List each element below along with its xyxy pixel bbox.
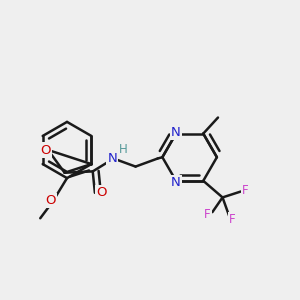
Text: F: F <box>229 213 235 226</box>
Text: O: O <box>40 143 51 157</box>
Text: F: F <box>242 184 249 197</box>
Text: F: F <box>204 208 211 221</box>
Text: O: O <box>96 186 107 199</box>
Text: H: H <box>118 143 127 156</box>
Text: O: O <box>46 194 56 207</box>
Text: N: N <box>107 152 117 164</box>
Text: N: N <box>171 176 181 189</box>
Text: N: N <box>171 126 181 139</box>
